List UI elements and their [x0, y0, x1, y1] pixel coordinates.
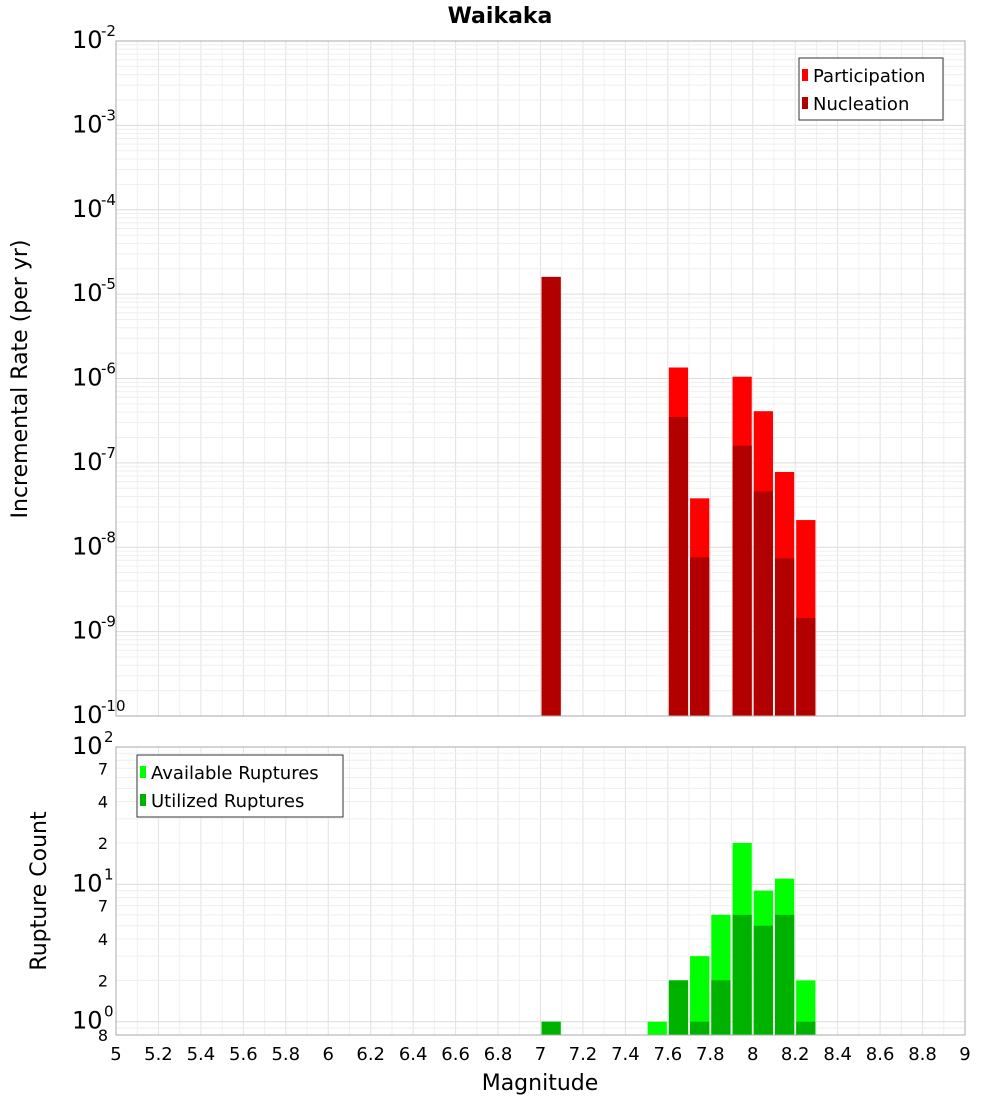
top-bar: [774, 558, 795, 716]
x-tick-label: 6.4: [399, 1044, 428, 1065]
top-bar: [690, 557, 710, 716]
top-y-tick-base: 10: [72, 195, 103, 223]
top-y-tick-exponent: -10: [101, 697, 126, 715]
x-tick-label: 8: [747, 1044, 758, 1065]
top-y-tick-base: 10: [72, 701, 103, 729]
top-y-tick-base: 10: [72, 26, 103, 54]
top-plot-bars: [541, 276, 816, 716]
bottom-legend-label: Available Ruptures: [151, 763, 319, 784]
bottom-bar: [541, 1021, 561, 1035]
bottom-y-minor-tick-label: 7: [98, 759, 108, 778]
x-tick-label: 6: [323, 1044, 334, 1065]
chart-title: Waikaka: [448, 4, 553, 29]
x-tick-labels: 5 5.2 5.4 5.6 5.8 6 6.2 6.4 6.6 6.8 7 7.2 7.4 7.6 7.8 8…: [110, 1044, 970, 1065]
top-bar: [541, 276, 561, 716]
top-bar: [732, 445, 752, 716]
bottom-y-minor-tick-label: 4: [98, 793, 108, 812]
top-y-tick-exponent: -4: [101, 191, 116, 209]
x-tick-label: 8.2: [781, 1044, 810, 1065]
x-axis-label: Magnitude: [482, 1071, 599, 1096]
top-legend-box: [798, 57, 944, 121]
bottom-y-minor-tick-label: 4: [98, 930, 108, 949]
bottom-bar: [732, 914, 752, 1035]
top-y-tick-base: 10: [72, 364, 103, 392]
top-y-tick-exponent: -3: [101, 106, 116, 124]
bottom-y-axis-label: Rupture Count: [27, 811, 52, 971]
x-tick-label: 5.8: [271, 1044, 300, 1065]
bottom-bar: [796, 980, 816, 1035]
bottom-bar: [647, 1021, 667, 1035]
top-y-tick-base: 10: [72, 448, 103, 476]
x-tick-label: 8.4: [823, 1044, 852, 1065]
top-legend-label: Nucleation: [813, 94, 909, 115]
top-y-tick-exponent: -6: [101, 360, 116, 378]
top-y-tick-base: 10: [72, 279, 103, 307]
bottom-legend: Available Ruptures Utilized Ruptures: [136, 754, 344, 818]
bottom-y-tick-exponent: 1: [104, 865, 114, 883]
top-bar: [796, 618, 816, 716]
bottom-bar: [668, 980, 689, 1035]
top-plot-frame: [115, 40, 966, 717]
x-tick-label: 6.8: [484, 1044, 513, 1065]
bottom-y-tick-exponent: 2: [104, 728, 114, 746]
bottom-legend-swatch: [140, 794, 146, 806]
bottom-y-minor-tick-label: 2: [98, 834, 108, 853]
x-tick-label: 9: [959, 1044, 970, 1065]
top-bar: [668, 416, 689, 716]
top-y-tick-base: 10: [72, 532, 103, 560]
x-tick-label: 5.6: [229, 1044, 258, 1065]
x-tick-label: 7.6: [654, 1044, 683, 1065]
bottom-bar: [690, 1021, 710, 1035]
top-legend-label: Participation: [813, 66, 925, 87]
top-legend-swatch: [802, 69, 808, 81]
bottom-y-minor-tick-label: 7: [98, 897, 108, 916]
bottom-y-tick-base: 10: [72, 1007, 103, 1035]
top-plot-grid: [115, 40, 966, 717]
top-y-tick-base: 10: [72, 110, 103, 138]
x-tick-label: 7.2: [569, 1044, 598, 1065]
x-tick-label: 6.6: [441, 1044, 470, 1065]
x-tick-label: 5: [110, 1044, 121, 1065]
top-y-tick-exponent: -8: [101, 528, 116, 546]
x-tick-label: 5.2: [144, 1044, 173, 1065]
bottom-y-minor-tick-label: 2: [98, 971, 108, 990]
bottom-y-minor-tick-label: 8: [98, 1026, 108, 1045]
x-tick-label: 8.6: [866, 1044, 895, 1065]
x-tick-label: 7.4: [611, 1044, 640, 1065]
bottom-bar: [796, 1021, 816, 1035]
top-y-tick-exponent: -7: [101, 444, 116, 462]
bottom-legend-swatch: [140, 766, 146, 778]
top-y-tick-exponent: -9: [101, 613, 116, 631]
bottom-y-tick-exponent: 0: [104, 1003, 114, 1021]
top-bar: [753, 491, 773, 716]
bottom-bar: [690, 956, 710, 1035]
top-y-tick-exponent: -5: [101, 275, 116, 293]
x-tick-label: 7: [535, 1044, 546, 1065]
top-y-tick-base: 10: [72, 617, 103, 645]
bottom-legend-box: [136, 754, 344, 818]
x-tick-label: 6.2: [356, 1044, 385, 1065]
bottom-plot-frame: [115, 746, 966, 1036]
bottom-y-tick-base: 10: [72, 732, 103, 760]
bottom-y-tick-base: 10: [72, 869, 103, 897]
top-y-tick-exponent: -2: [101, 22, 116, 40]
bottom-plot-bars: [541, 843, 816, 1035]
x-tick-label: 8.8: [908, 1044, 937, 1065]
top-y-axis-label: Incremental Rate (per yr): [8, 240, 33, 519]
bottom-legend-label: Utilized Ruptures: [151, 791, 304, 812]
top-legend: Participation Nucleation: [798, 57, 944, 121]
bottom-bar: [753, 925, 773, 1035]
top-legend-swatch: [802, 97, 808, 109]
x-tick-label: 5.4: [187, 1044, 216, 1065]
x-tick-label: 7.8: [696, 1044, 725, 1065]
bottom-bar: [711, 980, 731, 1035]
bottom-bar: [774, 914, 795, 1035]
